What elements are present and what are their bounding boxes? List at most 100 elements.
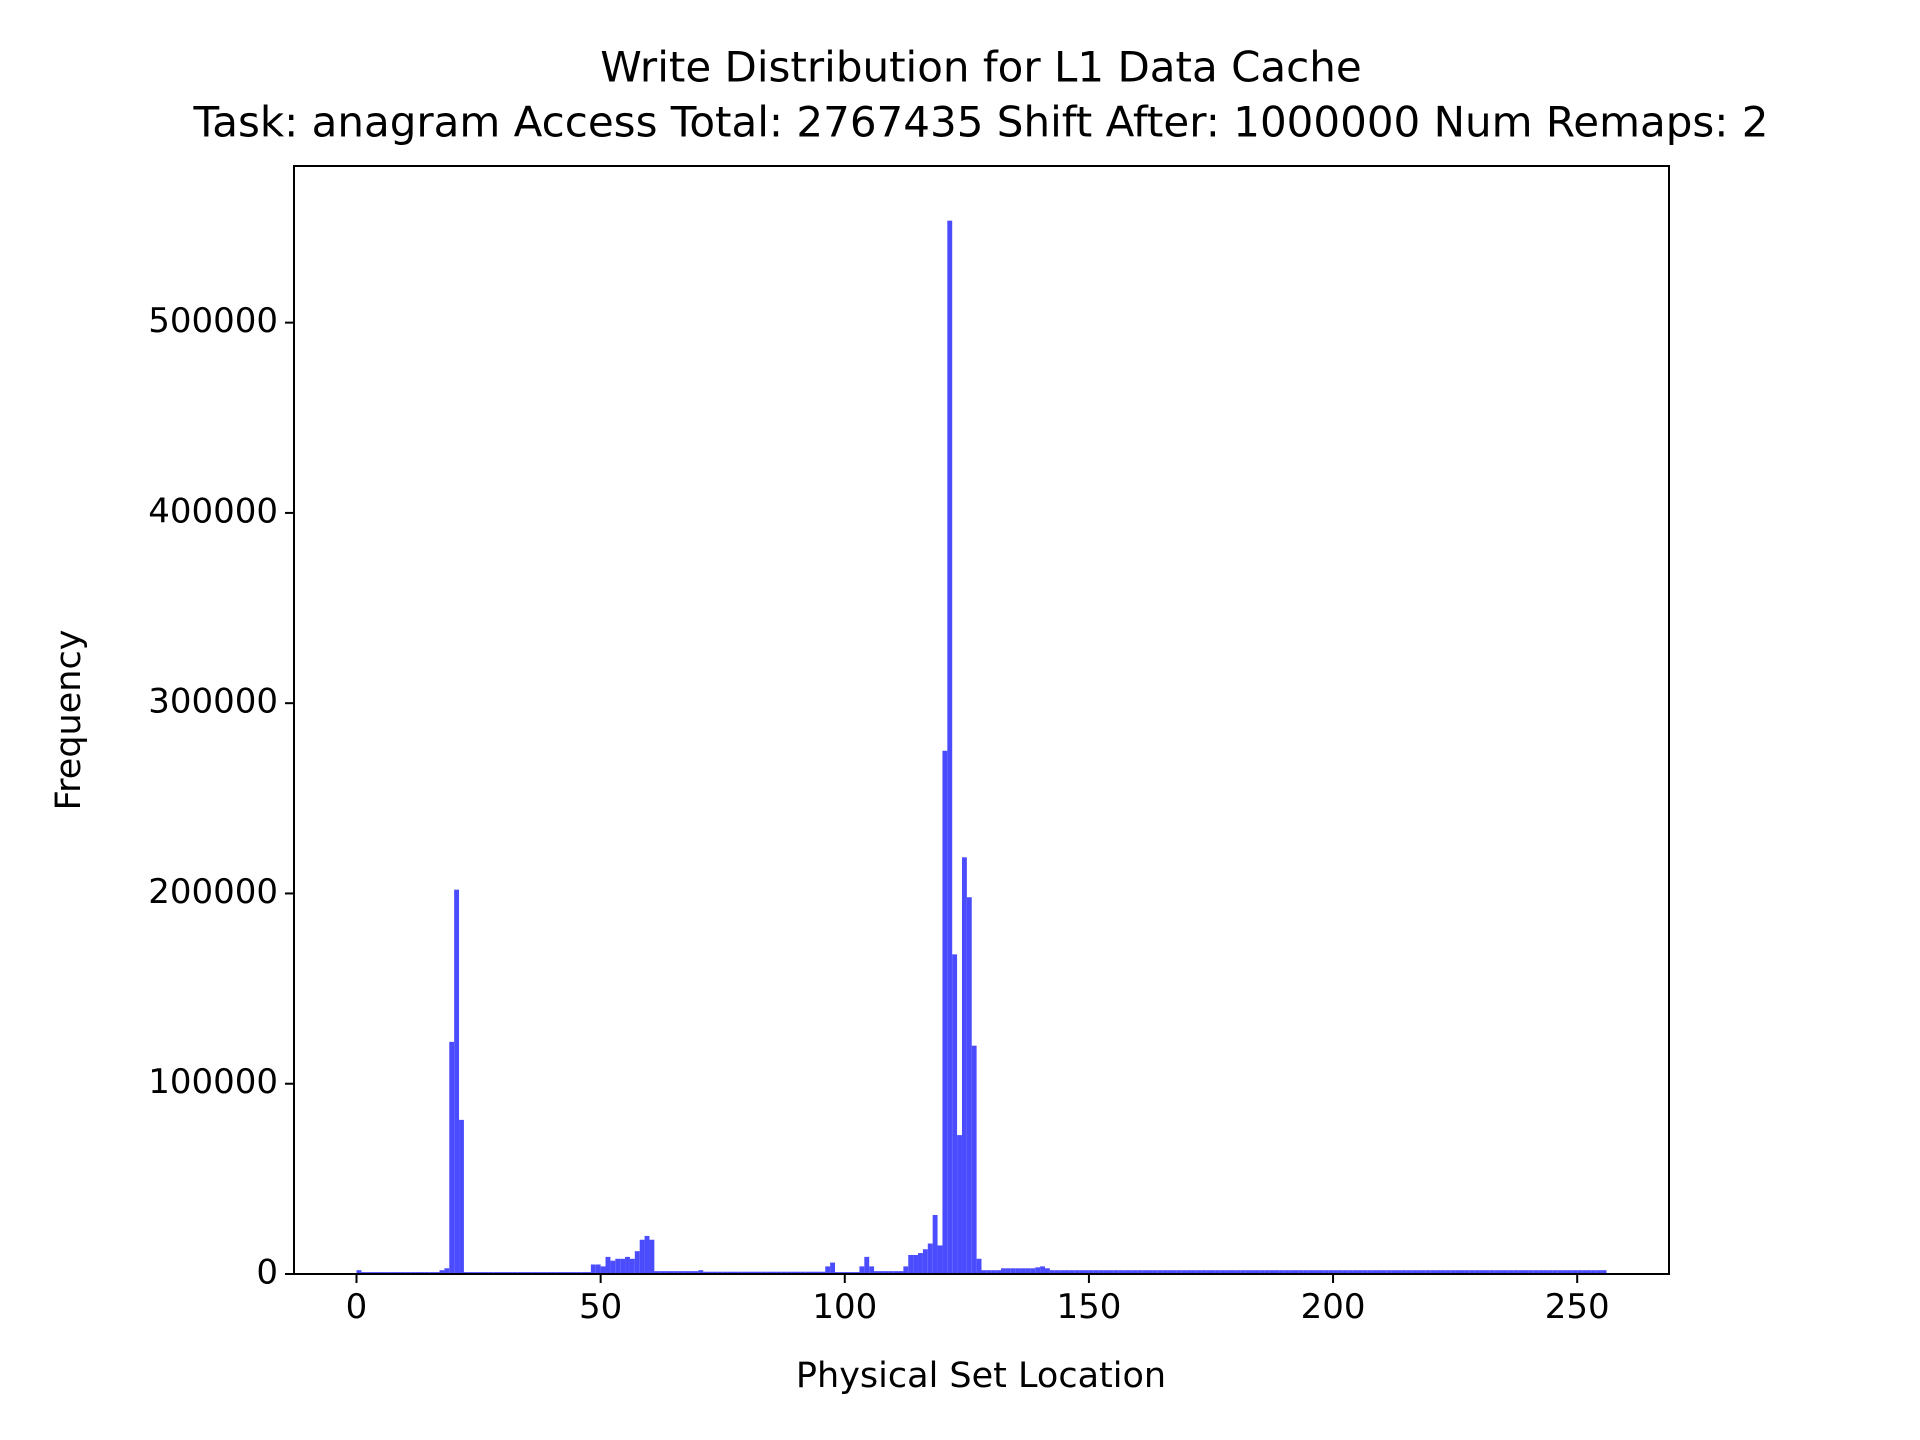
bar bbox=[712, 1271, 718, 1274]
bar bbox=[439, 1270, 445, 1274]
bar bbox=[703, 1271, 709, 1274]
bar bbox=[893, 1271, 899, 1274]
bar bbox=[1015, 1268, 1021, 1274]
bar bbox=[1123, 1270, 1128, 1274]
bar bbox=[747, 1271, 753, 1274]
bar bbox=[1518, 1270, 1524, 1274]
bar bbox=[1318, 1270, 1324, 1274]
bar bbox=[1577, 1270, 1583, 1274]
chart-title: Write Distribution for L1 Data Cache bbox=[600, 43, 1361, 92]
bar bbox=[1230, 1270, 1236, 1274]
bar bbox=[1079, 1270, 1085, 1274]
bar bbox=[791, 1271, 796, 1274]
bar bbox=[820, 1271, 826, 1274]
bar bbox=[966, 897, 972, 1274]
bar bbox=[722, 1271, 728, 1274]
bar bbox=[1479, 1270, 1485, 1274]
bar bbox=[810, 1271, 816, 1274]
bar bbox=[1294, 1270, 1299, 1274]
bar bbox=[737, 1271, 743, 1274]
bar bbox=[961, 857, 967, 1274]
bar bbox=[1206, 1270, 1211, 1274]
bar bbox=[981, 1270, 987, 1274]
bar bbox=[1313, 1270, 1319, 1274]
bar bbox=[1308, 1270, 1314, 1274]
bar bbox=[1167, 1270, 1172, 1274]
bar bbox=[1303, 1270, 1309, 1274]
bar bbox=[620, 1258, 626, 1274]
bar bbox=[1289, 1270, 1294, 1274]
y-tick-label: 200000 bbox=[148, 872, 278, 912]
bar bbox=[1440, 1270, 1446, 1274]
bar bbox=[1523, 1270, 1529, 1274]
bar bbox=[1396, 1270, 1402, 1274]
bar bbox=[996, 1270, 1002, 1274]
bar bbox=[605, 1256, 611, 1274]
bar bbox=[1386, 1270, 1392, 1274]
bar bbox=[1074, 1270, 1080, 1274]
bar bbox=[976, 1258, 982, 1274]
bar bbox=[625, 1256, 630, 1274]
bar bbox=[683, 1271, 689, 1274]
bar bbox=[800, 1271, 806, 1274]
bar bbox=[1406, 1270, 1412, 1274]
bar bbox=[1235, 1270, 1241, 1274]
bar bbox=[1543, 1270, 1548, 1274]
bar bbox=[1582, 1270, 1587, 1274]
bar bbox=[1333, 1270, 1338, 1274]
bar bbox=[449, 1041, 455, 1274]
x-tick-label: 0 bbox=[346, 1287, 368, 1327]
bar bbox=[1035, 1267, 1041, 1274]
bar bbox=[1528, 1270, 1534, 1274]
bar bbox=[654, 1271, 660, 1274]
bar bbox=[1352, 1270, 1358, 1274]
bar bbox=[1049, 1270, 1055, 1274]
bar bbox=[1044, 1268, 1050, 1274]
bar bbox=[1152, 1270, 1158, 1274]
bar bbox=[615, 1258, 621, 1274]
bar bbox=[454, 889, 460, 1274]
bar bbox=[590, 1264, 596, 1274]
bar bbox=[1250, 1270, 1255, 1274]
bar bbox=[1093, 1270, 1099, 1274]
bar bbox=[918, 1253, 923, 1274]
bar bbox=[1137, 1270, 1143, 1274]
bar bbox=[1142, 1270, 1148, 1274]
bar bbox=[1201, 1270, 1207, 1274]
bar bbox=[1586, 1270, 1592, 1274]
bar bbox=[1357, 1270, 1363, 1274]
bar bbox=[698, 1270, 704, 1274]
bar bbox=[1157, 1270, 1163, 1274]
bar bbox=[752, 1271, 757, 1274]
bar bbox=[708, 1271, 713, 1274]
bar bbox=[986, 1270, 992, 1274]
bar bbox=[971, 1045, 977, 1274]
bar bbox=[786, 1271, 792, 1274]
bar bbox=[1210, 1270, 1216, 1274]
bar bbox=[1025, 1268, 1031, 1274]
bar bbox=[1464, 1270, 1470, 1274]
bar bbox=[1401, 1270, 1407, 1274]
bar bbox=[1147, 1270, 1153, 1274]
bar bbox=[1474, 1270, 1480, 1274]
bar bbox=[1108, 1270, 1114, 1274]
bar bbox=[1513, 1270, 1519, 1274]
bar bbox=[1469, 1270, 1475, 1274]
bar bbox=[903, 1266, 909, 1274]
x-axis-label: Physical Set Location bbox=[796, 1356, 1166, 1396]
plot-frame bbox=[293, 165, 1670, 1275]
bar bbox=[669, 1271, 674, 1274]
bar bbox=[1215, 1270, 1221, 1274]
bar bbox=[1538, 1270, 1544, 1274]
bar bbox=[1601, 1270, 1607, 1274]
bar bbox=[898, 1271, 904, 1274]
bar bbox=[459, 1119, 464, 1274]
bar bbox=[664, 1271, 669, 1274]
bar bbox=[1489, 1270, 1495, 1274]
bar bbox=[771, 1271, 777, 1274]
bar bbox=[727, 1271, 733, 1274]
bar bbox=[1547, 1270, 1553, 1274]
bar bbox=[1572, 1270, 1578, 1274]
bar bbox=[1450, 1270, 1456, 1274]
